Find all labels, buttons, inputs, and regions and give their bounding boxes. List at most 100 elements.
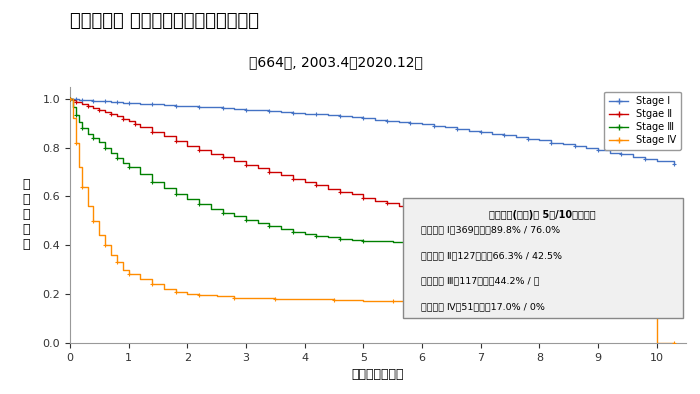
Stage Ⅲ	[288, 229, 297, 234]
Stage Ⅳ	[90, 218, 98, 223]
Stage Ⅲ	[78, 126, 86, 130]
Stage Ⅲ	[389, 240, 397, 244]
Stage Ⅳ	[125, 272, 133, 277]
Stage Ⅰ	[107, 99, 116, 104]
Stage Ⅲ	[75, 119, 83, 124]
Stgae Ⅱ	[524, 231, 532, 236]
Stage Ⅲ	[506, 240, 514, 245]
Stage Ⅲ	[241, 218, 250, 223]
Stage Ⅰ	[90, 98, 98, 103]
Stage Ⅲ	[183, 197, 192, 202]
Stage Ⅳ	[594, 299, 602, 304]
Stage Ⅲ	[107, 151, 116, 155]
Stgae Ⅱ	[336, 189, 344, 194]
Y-axis label: 累
積
生
存
率: 累 積 生 存 率	[22, 178, 29, 251]
Text: （664例, 2003.4～2020.12）: （664例, 2003.4～2020.12）	[249, 55, 423, 69]
Stage Ⅲ	[447, 240, 456, 245]
Stage Ⅲ	[69, 105, 77, 110]
FancyBboxPatch shape	[402, 198, 683, 318]
Stage Ⅳ	[78, 184, 86, 189]
Stage Ⅳ	[71, 140, 80, 145]
Stage Ⅳ	[83, 204, 92, 208]
Stage Ⅳ	[418, 299, 426, 303]
Stage Ⅲ	[83, 131, 92, 136]
Stage Ⅳ	[75, 165, 83, 169]
Stage Ⅲ	[277, 227, 286, 232]
Stage Ⅲ	[95, 140, 104, 145]
Stage Ⅳ	[69, 116, 77, 121]
Stage Ⅲ	[324, 235, 332, 240]
Stgae Ⅱ	[670, 237, 678, 242]
Stage Ⅰ	[160, 102, 168, 107]
Stage Ⅳ	[213, 294, 221, 299]
Text: ステージ Ⅲ（117例）：44.2% / －: ステージ Ⅲ（117例）：44.2% / －	[421, 277, 540, 286]
Stage Ⅲ	[300, 232, 309, 236]
Stage Ⅲ	[218, 210, 227, 215]
Stage Ⅳ	[359, 298, 368, 303]
Stgae Ⅱ	[347, 192, 356, 197]
Text: ステージ Ⅳ（51例）：17.0% / 0%: ステージ Ⅳ（51例）：17.0% / 0%	[421, 303, 545, 311]
Stage Ⅳ	[118, 267, 127, 272]
Stage Ⅳ	[101, 243, 109, 247]
Stage Ⅲ	[418, 240, 426, 245]
Stage Ⅲ	[113, 156, 121, 161]
Stage Ⅲ	[477, 240, 485, 245]
Stage Ⅰ	[336, 113, 344, 118]
Stage Ⅳ	[172, 289, 180, 294]
Stage Ⅳ	[652, 340, 661, 345]
Stgae Ⅱ	[453, 217, 461, 221]
Stage Ⅳ	[113, 260, 121, 265]
Stage Ⅳ	[148, 282, 156, 286]
Stage Ⅲ	[172, 191, 180, 196]
Stage Ⅰ	[71, 97, 80, 102]
Stage Ⅳ	[95, 233, 104, 238]
Stgae Ⅱ	[148, 129, 156, 134]
Stage Ⅳ	[670, 340, 678, 345]
Stage Ⅳ	[66, 97, 74, 101]
Stage Ⅲ	[336, 236, 344, 241]
Stage Ⅲ	[136, 172, 145, 177]
Legend: Stage Ⅰ, Stgae Ⅱ, Stage Ⅲ, Stage Ⅳ: Stage Ⅰ, Stgae Ⅱ, Stage Ⅲ, Stage Ⅳ	[604, 91, 681, 150]
Stage Ⅳ	[136, 277, 145, 282]
Stage Ⅲ	[312, 234, 321, 238]
Stage Ⅲ	[359, 238, 368, 243]
Stage Ⅲ	[347, 238, 356, 242]
Stage Ⅲ	[66, 97, 74, 101]
Line: Stage Ⅰ: Stage Ⅰ	[70, 99, 674, 164]
Stgae Ⅱ	[66, 97, 74, 101]
Stage Ⅲ	[230, 214, 239, 219]
Stgae Ⅱ	[371, 198, 379, 203]
Stage Ⅲ	[90, 136, 98, 140]
Stage Ⅳ	[271, 297, 279, 301]
Text: 胃癌切除例 ステージ（病期）別生存率: 胃癌切除例 ステージ（病期）別生存率	[70, 12, 259, 30]
Line: Stgae Ⅱ: Stgae Ⅱ	[70, 99, 674, 239]
Stage Ⅲ	[160, 186, 168, 191]
Line: Stage Ⅲ: Stage Ⅲ	[70, 99, 510, 243]
Stage Ⅲ	[148, 179, 156, 184]
Stage Ⅳ	[564, 299, 573, 304]
Stage Ⅳ	[300, 297, 309, 302]
Stage Ⅲ	[125, 165, 133, 169]
Text: ステージ(病期)別 5年/10年生存率: ステージ(病期)別 5年/10年生存率	[489, 210, 596, 219]
Stage Ⅲ	[265, 224, 274, 229]
Stage Ⅲ	[118, 160, 127, 165]
Stage Ⅳ	[330, 298, 338, 303]
Stage Ⅳ	[389, 299, 397, 303]
Stage Ⅳ	[107, 253, 116, 257]
Stage Ⅳ	[195, 293, 203, 297]
Stage Ⅳ	[535, 299, 543, 304]
Line: Stage Ⅳ: Stage Ⅳ	[70, 99, 674, 343]
Stage Ⅳ	[623, 299, 631, 304]
Stage Ⅲ	[71, 113, 80, 118]
Stage Ⅲ	[253, 221, 262, 226]
Stgae Ⅱ	[652, 237, 661, 242]
Text: ステージ Ⅱ（127例）：66.3% / 42.5%: ステージ Ⅱ（127例）：66.3% / 42.5%	[421, 251, 562, 260]
Text: ステージ Ⅰ（369例）：89.8% / 76.0%: ステージ Ⅰ（369例）：89.8% / 76.0%	[421, 226, 560, 234]
Stage Ⅰ	[66, 97, 74, 101]
Stage Ⅰ	[477, 130, 485, 135]
Stage Ⅳ	[506, 299, 514, 304]
Stage Ⅳ	[241, 296, 250, 301]
Stage Ⅲ	[101, 145, 109, 150]
Stage Ⅳ	[230, 295, 239, 300]
Stage Ⅳ	[477, 299, 485, 304]
